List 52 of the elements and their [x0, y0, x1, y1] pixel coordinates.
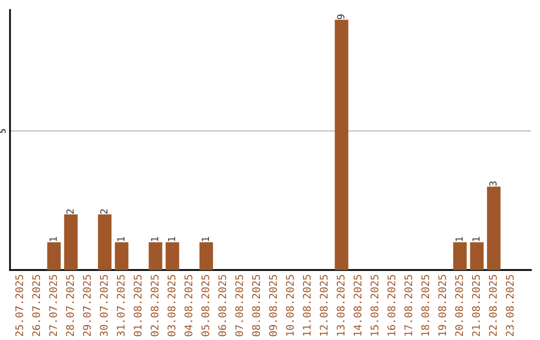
- data-label: 1: [50, 237, 57, 242]
- x-tick-label: 10.08.2025: [286, 275, 294, 336]
- x-tick-label: 09.08.2025: [269, 275, 277, 336]
- bar: [64, 214, 78, 270]
- x-tick-label: 28.07.2025: [66, 275, 74, 336]
- data-label: 3: [489, 181, 497, 186]
- x-tick-label: 25.07.2025: [15, 275, 24, 336]
- x-tick-label: 15.08.2025: [370, 275, 378, 336]
- x-tick-label: 14.08.2025: [354, 275, 362, 336]
- bar: [470, 242, 484, 270]
- x-tick-label: 22.08.2025: [488, 275, 497, 336]
- bar: [47, 242, 61, 270]
- x-tick-label: 16.08.2025: [387, 275, 396, 336]
- x-tick-label: 19.08.2025: [438, 275, 446, 336]
- data-label: 1: [472, 237, 480, 242]
- x-tick-label: 18.08.2025: [421, 275, 430, 336]
- x-tick-label: 13.08.2025: [336, 275, 345, 336]
- bar: [148, 242, 162, 270]
- data-label: 2: [66, 209, 74, 214]
- x-tick-label: 12.08.2025: [320, 275, 328, 336]
- bar: [114, 242, 128, 270]
- bar: [487, 186, 501, 270]
- x-tick-label: 17.08.2025: [404, 275, 412, 336]
- bar: [334, 20, 348, 270]
- data-label: 1: [456, 237, 463, 242]
- x-tick-label: 27.07.2025: [49, 275, 58, 336]
- x-tick-label: 21.08.2025: [472, 275, 480, 336]
- x-tick-label: 02.08.2025: [150, 275, 159, 336]
- x-tick-label: 07.08.2025: [235, 275, 244, 336]
- data-label: 1: [202, 237, 209, 242]
- x-tick-label: 08.08.2025: [252, 275, 260, 336]
- bar: [98, 214, 112, 270]
- x-tick-label: 30.07.2025: [100, 275, 108, 336]
- x-tick-label: 05.08.2025: [201, 275, 210, 336]
- x-tick-label: 03.08.2025: [168, 275, 176, 336]
- data-label: 1: [117, 237, 124, 242]
- x-tick-label: 01.08.2025: [134, 275, 142, 336]
- x-tick-label: 23.08.2025: [506, 275, 514, 336]
- bar: [199, 242, 213, 270]
- data-label: 1: [151, 237, 158, 242]
- x-tick-label: 29.07.2025: [82, 275, 91, 336]
- x-tick-label: 31.07.2025: [116, 275, 125, 336]
- bar: [166, 242, 180, 270]
- bar: [453, 242, 467, 270]
- data-label: 9: [337, 14, 344, 20]
- x-tick-label: 04.08.2025: [184, 275, 192, 336]
- x-tick-label: 26.07.2025: [32, 275, 40, 336]
- x-tick-label: 11.08.2025: [302, 275, 311, 336]
- x-tick-label: 06.08.2025: [218, 275, 226, 336]
- x-tick-label: 20.08.2025: [455, 275, 464, 336]
- data-label: 2: [100, 209, 108, 214]
- data-label: 1: [168, 237, 176, 242]
